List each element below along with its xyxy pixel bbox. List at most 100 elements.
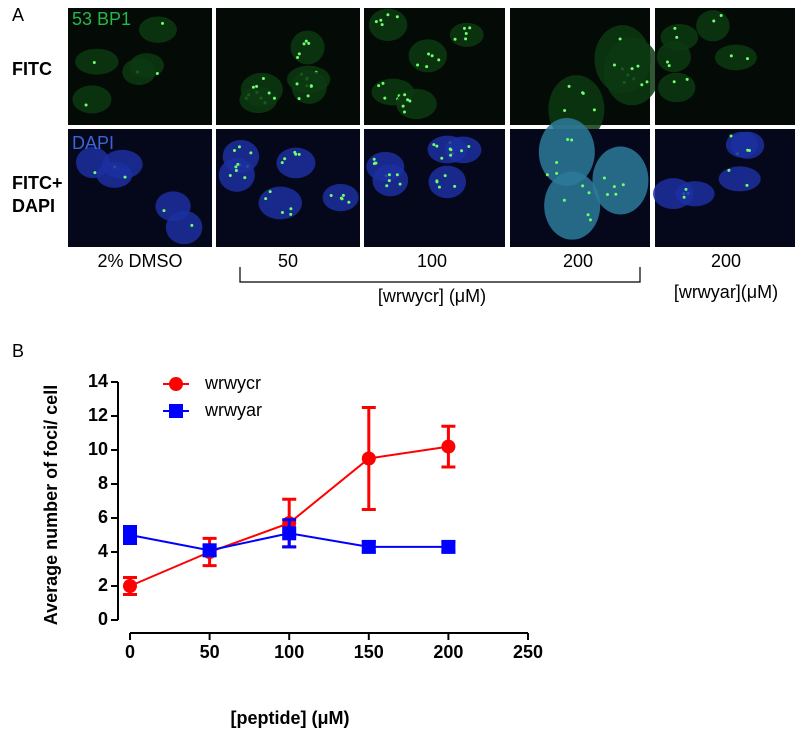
y-tick-label: 0 <box>98 609 108 629</box>
focus <box>581 91 585 95</box>
focus <box>427 52 431 56</box>
panel-label: B <box>12 341 24 361</box>
nucleus <box>730 131 765 159</box>
focus <box>395 15 399 19</box>
focus <box>562 198 566 202</box>
micrograph <box>216 8 360 125</box>
focus <box>381 81 385 85</box>
focus <box>268 190 272 194</box>
focus <box>339 196 343 200</box>
point <box>441 539 456 554</box>
focus <box>636 64 640 68</box>
focus <box>467 144 471 148</box>
focus <box>464 37 468 41</box>
legend-label: wrwycr <box>204 373 261 393</box>
nucleus <box>544 171 601 240</box>
focus <box>380 23 384 27</box>
focus <box>443 174 447 178</box>
focus <box>84 103 88 107</box>
focus <box>588 218 592 222</box>
focus <box>545 173 549 177</box>
x-tick-label: 150 <box>354 642 384 662</box>
column-label: 100 <box>417 251 447 271</box>
focus <box>234 168 238 172</box>
nucleus <box>138 16 177 43</box>
focus <box>745 57 749 61</box>
focus <box>306 94 310 98</box>
focus <box>555 161 559 165</box>
legend-label: wrwyar <box>204 400 262 420</box>
nucleus <box>129 53 164 78</box>
focus <box>605 193 609 197</box>
focus <box>161 21 165 25</box>
focus <box>249 151 253 155</box>
focus <box>435 144 439 148</box>
x-tick-label: 0 <box>125 642 135 662</box>
nucleus <box>718 166 761 192</box>
focus <box>712 19 716 23</box>
channel-label: DAPI <box>72 133 114 153</box>
focus <box>675 35 679 39</box>
focus <box>232 148 236 152</box>
focus <box>403 93 407 97</box>
focus <box>386 13 390 17</box>
focus <box>272 96 276 100</box>
x-tick-label: 100 <box>274 642 304 662</box>
focus <box>162 209 166 213</box>
y-tick-label: 2 <box>98 575 108 595</box>
point <box>123 579 137 593</box>
focus <box>383 96 387 100</box>
nucleus <box>538 117 595 186</box>
focus <box>387 173 391 177</box>
focus <box>293 150 297 154</box>
nucleus <box>714 44 757 71</box>
y-tick-label: 4 <box>98 541 108 561</box>
focus <box>729 54 733 58</box>
focus <box>255 84 259 88</box>
focus <box>155 71 159 75</box>
focus <box>425 65 429 69</box>
y-axis-title: Average number of foci/ cell <box>41 385 61 625</box>
focus <box>612 185 616 189</box>
focus <box>462 26 466 30</box>
focus <box>440 156 444 160</box>
focus <box>567 84 571 88</box>
focus <box>243 176 247 180</box>
nucleus <box>657 72 696 103</box>
focus <box>747 148 751 152</box>
nucleus <box>276 147 316 179</box>
focus <box>621 183 625 187</box>
focus <box>92 61 96 65</box>
focus <box>727 168 731 172</box>
focus <box>297 97 301 101</box>
focus <box>587 191 591 195</box>
focus <box>408 99 412 103</box>
focus <box>283 157 287 161</box>
focus <box>251 85 255 89</box>
focus <box>449 148 453 152</box>
group-label: [wrwycr] (μM) <box>378 286 486 306</box>
y-tick-label: 12 <box>88 405 108 425</box>
row-label: FITC <box>12 59 52 79</box>
group-label: [wrwyar](μM) <box>674 282 778 302</box>
point <box>202 543 217 558</box>
column-label: 2% DMSO <box>97 251 182 271</box>
x-axis-title: [peptide] (μM) <box>231 708 350 728</box>
focus <box>602 176 606 180</box>
focus <box>563 108 567 112</box>
nucleus <box>652 178 694 210</box>
point <box>123 528 137 542</box>
focus <box>432 143 436 147</box>
focus <box>302 42 306 46</box>
point <box>361 539 376 554</box>
nucleus <box>449 22 484 47</box>
nucleus <box>428 165 467 199</box>
focus <box>280 161 284 165</box>
y-tick-label: 6 <box>98 507 108 527</box>
focus <box>630 67 634 71</box>
focus <box>672 80 676 84</box>
nucleus <box>696 10 730 42</box>
focus <box>395 173 399 177</box>
nucleus <box>155 191 191 222</box>
